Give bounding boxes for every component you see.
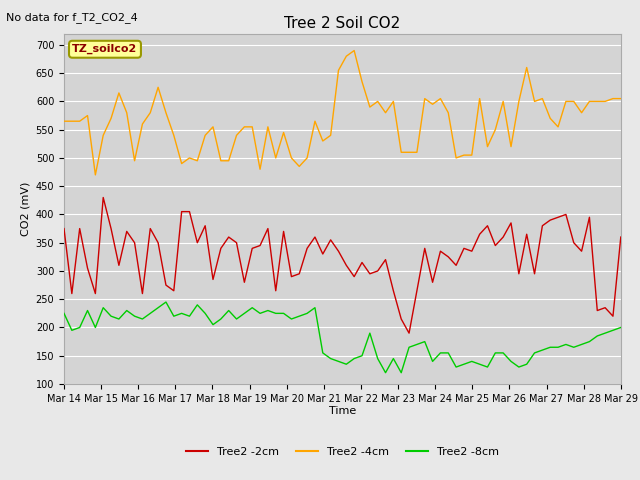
- Title: Tree 2 Soil CO2: Tree 2 Soil CO2: [284, 16, 401, 31]
- Text: No data for f_T2_CO2_4: No data for f_T2_CO2_4: [6, 12, 138, 23]
- Y-axis label: CO2 (mV): CO2 (mV): [20, 181, 30, 236]
- X-axis label: Time: Time: [329, 407, 356, 417]
- Text: TZ_soilco2: TZ_soilco2: [72, 44, 138, 54]
- Legend: Tree2 -2cm, Tree2 -4cm, Tree2 -8cm: Tree2 -2cm, Tree2 -4cm, Tree2 -8cm: [182, 442, 503, 461]
